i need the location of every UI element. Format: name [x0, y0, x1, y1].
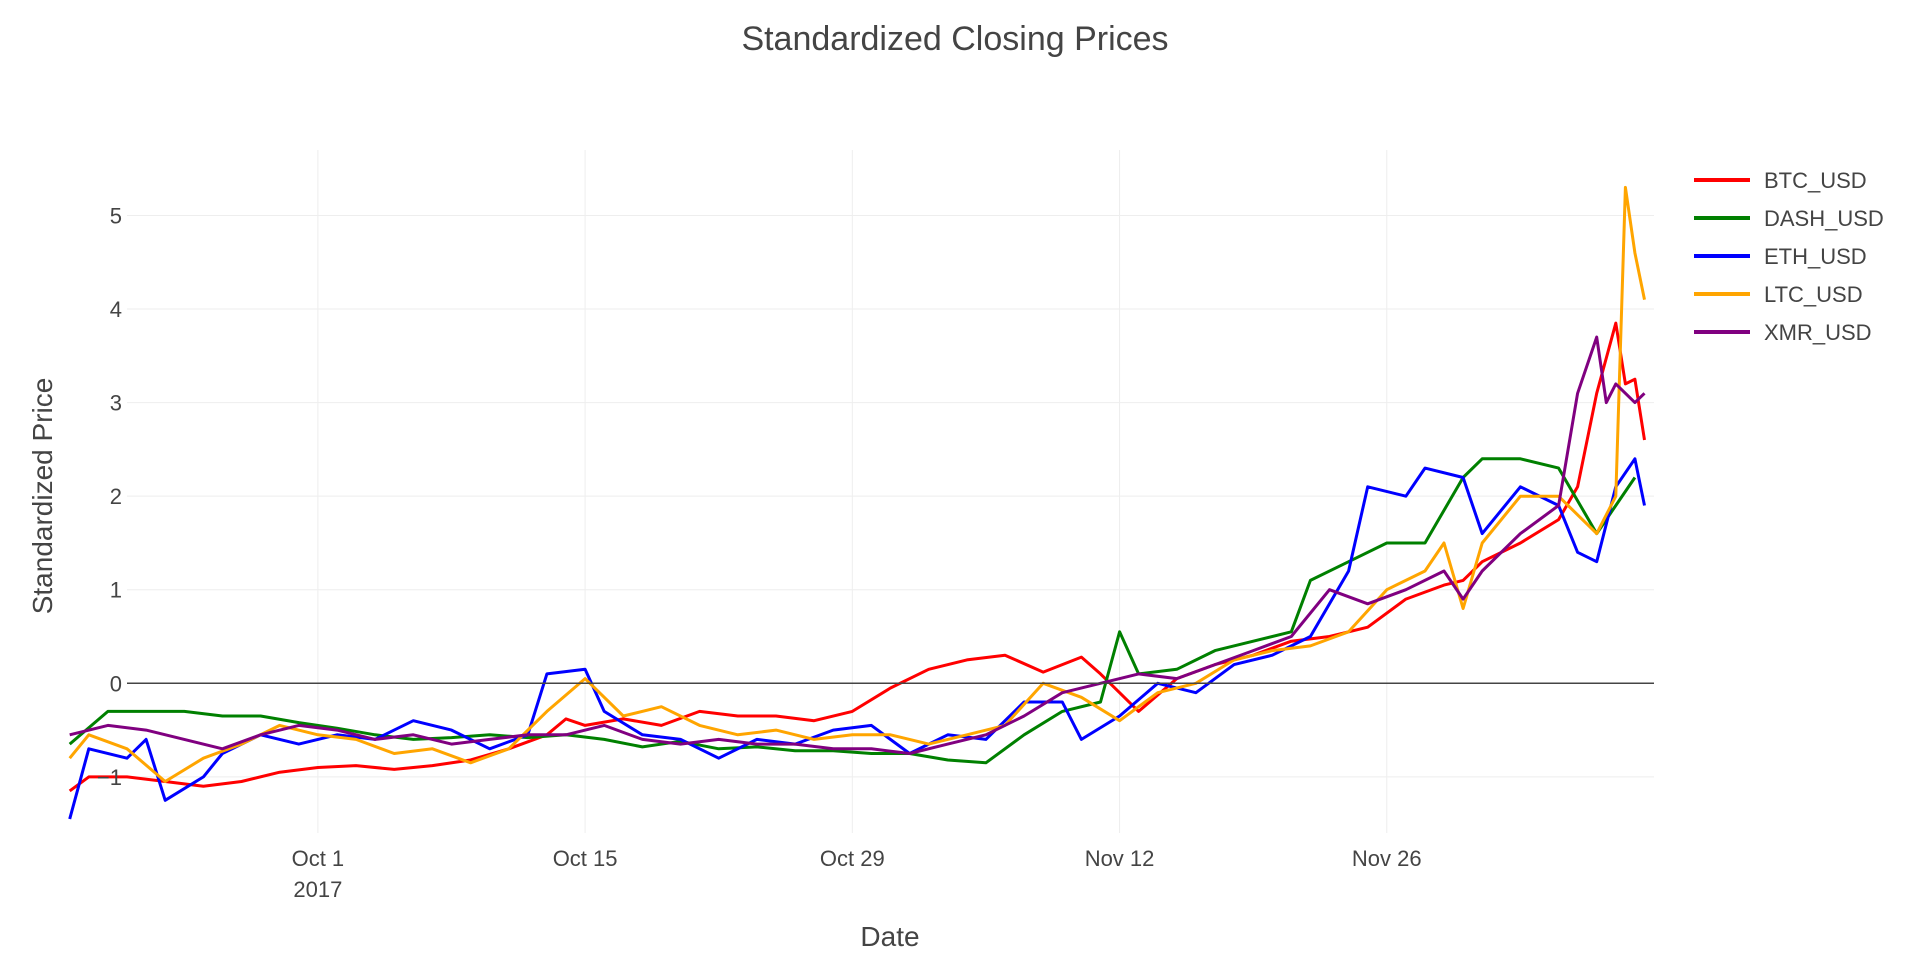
y-tick-label: 0: [110, 671, 122, 696]
legend-item-dash-usd[interactable]: DASH_USD: [1694, 206, 1884, 231]
legend[interactable]: BTC_USD DASH_USD ETH_USD LTC_USD XMR_USD: [1694, 168, 1884, 345]
x-tick-label: Nov 12: [1085, 846, 1155, 871]
y-tick-label: 2: [110, 484, 122, 509]
series-lines: [68, 185, 1646, 820]
x-tick-sublabel: 2017: [293, 877, 342, 902]
legend-label: BTC_USD: [1764, 168, 1867, 193]
y-tick-label: 4: [110, 297, 122, 322]
legend-label: LTC_USD: [1764, 282, 1863, 307]
x-tick-label: Oct 15: [553, 846, 618, 871]
series-line-eth-usd: [68, 457, 1646, 820]
x-tick-label: Oct 29: [820, 846, 885, 871]
x-axis-title: Date: [860, 921, 919, 952]
legend-label: DASH_USD: [1764, 206, 1884, 231]
y-tick-label: −1: [97, 765, 122, 790]
y-axis-title: Standardized Price: [27, 378, 58, 615]
series-line-ltc-usd: [68, 185, 1646, 783]
legend-label: ETH_USD: [1764, 244, 1867, 269]
x-tick-label: Oct 1: [292, 846, 345, 871]
legend-item-ltc-usd[interactable]: LTC_USD: [1694, 282, 1863, 307]
legend-item-eth-usd[interactable]: ETH_USD: [1694, 244, 1867, 269]
series-line-btc-usd: [68, 321, 1646, 793]
legend-item-btc-usd[interactable]: BTC_USD: [1694, 168, 1867, 193]
legend-item-xmr-usd[interactable]: XMR_USD: [1694, 320, 1872, 345]
chart-title: Standardized Closing Prices: [741, 20, 1168, 58]
y-tick-label: 3: [110, 391, 122, 416]
legend-label: XMR_USD: [1764, 320, 1872, 345]
x-tick-label: Nov 26: [1352, 846, 1422, 871]
y-tick-label: 1: [110, 578, 122, 603]
y-tick-label: 5: [110, 203, 122, 228]
series-line-xmr-usd: [69, 335, 1646, 755]
axes: Oct 1 2017 Oct 15 Oct 29 Nov 12 Nov 26 −1 0 1 2 3 4…: [97, 203, 1654, 902]
